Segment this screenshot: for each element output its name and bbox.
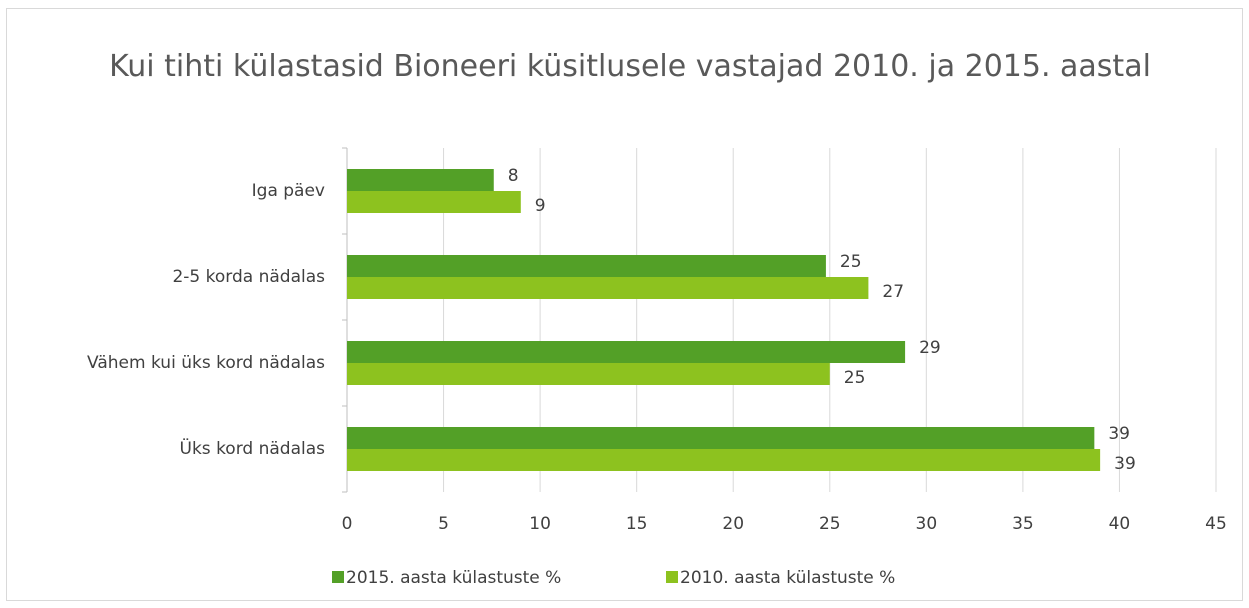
x-tick-label: 35 bbox=[1012, 514, 1034, 534]
chart-border bbox=[6, 8, 1243, 601]
x-tick-label: 25 bbox=[819, 514, 841, 534]
bar bbox=[347, 427, 1095, 449]
legend-swatch bbox=[666, 571, 678, 583]
bar bbox=[347, 255, 826, 277]
data-label: 8 bbox=[508, 166, 519, 186]
x-tick-label: 45 bbox=[1205, 514, 1227, 534]
bar bbox=[347, 277, 869, 299]
x-tick-label: 5 bbox=[438, 514, 449, 534]
legend-label: 2015. aasta külastuste % bbox=[346, 568, 561, 588]
data-label: 29 bbox=[919, 338, 941, 358]
data-label: 27 bbox=[882, 282, 904, 302]
y-tick-label: 2-5 korda nädalas bbox=[172, 267, 325, 287]
x-tick-label: 0 bbox=[342, 514, 353, 534]
x-tick-label: 30 bbox=[916, 514, 938, 534]
y-tick-label: Iga päev bbox=[252, 181, 325, 201]
data-label: 25 bbox=[844, 368, 866, 388]
x-tick-label: 15 bbox=[626, 514, 648, 534]
x-tick-label: 40 bbox=[1109, 514, 1131, 534]
bar bbox=[347, 449, 1101, 471]
bar bbox=[347, 191, 521, 213]
x-tick-label: 10 bbox=[529, 514, 551, 534]
chart-title: Kui tihti külastasid Bioneeri küsitlusel… bbox=[109, 49, 1151, 84]
data-label: 39 bbox=[1114, 454, 1136, 474]
bar bbox=[347, 169, 494, 191]
bar bbox=[347, 341, 906, 363]
data-label: 25 bbox=[840, 252, 862, 272]
bar bbox=[347, 363, 830, 385]
legend-label: 2010. aasta külastuste % bbox=[680, 568, 895, 588]
y-tick-label: Vähem kui üks kord nädalas bbox=[87, 353, 325, 373]
legend-swatch bbox=[332, 571, 344, 583]
x-tick-label: 20 bbox=[722, 514, 744, 534]
data-label: 9 bbox=[535, 196, 546, 216]
data-label: 39 bbox=[1108, 424, 1130, 444]
y-tick-label: Üks kord nädalas bbox=[180, 437, 326, 459]
